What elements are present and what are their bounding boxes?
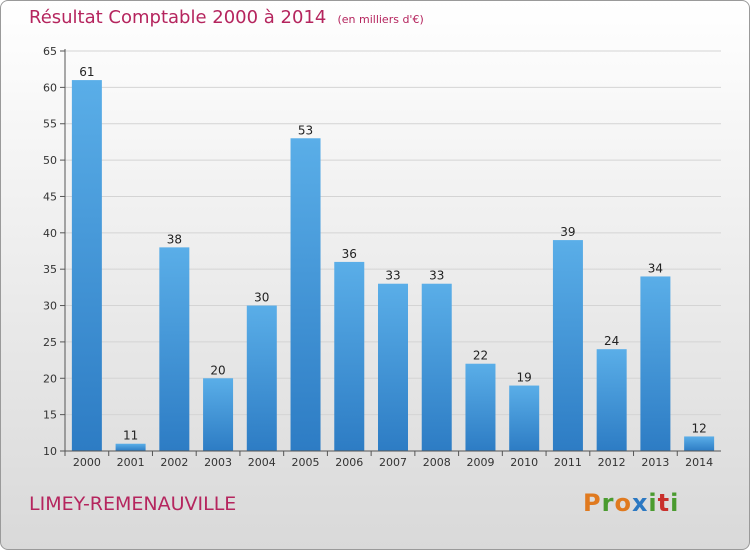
x-tick-label-2013: 2013 <box>641 456 669 469</box>
bar-2001 <box>115 443 146 451</box>
x-tick-label-2007: 2007 <box>379 456 407 469</box>
x-tick-label-2014: 2014 <box>685 456 713 469</box>
y-tick-label: 25 <box>43 336 57 349</box>
bar-2004 <box>246 305 277 451</box>
data-label-2010: 19 <box>517 371 532 385</box>
bar-2005 <box>290 138 321 452</box>
data-label-2012: 24 <box>604 334 619 348</box>
data-label-2008: 33 <box>429 269 444 283</box>
logo-letter: r <box>601 489 615 517</box>
data-label-2007: 33 <box>385 269 400 283</box>
x-tick-label-2006: 2006 <box>335 456 363 469</box>
bar-2012 <box>596 349 627 451</box>
y-tick-label: 35 <box>43 263 57 276</box>
logo-letter: P <box>583 489 602 517</box>
logo-letter: i <box>670 489 680 517</box>
data-label-2002: 38 <box>167 232 182 246</box>
data-label-2013: 34 <box>648 261 663 275</box>
bars: 61 11 38 20 30 53 36 33 33 22 19 39 24 34 12 <box>71 65 715 452</box>
bar-2002 <box>159 247 190 451</box>
data-label-2014: 12 <box>691 421 706 435</box>
x-tick-label-2002: 2002 <box>160 456 188 469</box>
commune-name: LIMEY-REMENAUVILLE <box>29 493 237 515</box>
y-tick-label: 20 <box>43 372 57 385</box>
data-label-2003: 20 <box>210 363 225 377</box>
data-label-2000: 61 <box>79 65 94 79</box>
bar-2000 <box>71 80 102 451</box>
logo-letter: i <box>648 489 658 517</box>
bar-2007 <box>378 283 408 451</box>
x-tick-label-2011: 2011 <box>554 456 582 469</box>
x-tick-label-2010: 2010 <box>510 456 538 469</box>
x-axis: 2000 2001 2002 2003 2004 2005 2006 2007 2008 2009… <box>64 450 721 469</box>
x-tick-label-2008: 2008 <box>423 456 451 469</box>
bar-2009 <box>465 363 496 451</box>
chart-unit-note: (en milliers d'€) <box>337 13 424 26</box>
x-tick-label-2009: 2009 <box>466 456 494 469</box>
x-tick-label-2003: 2003 <box>204 456 232 469</box>
y-axis: 10 15 20 25 30 35 40 45 50 55 60 65 <box>43 45 66 458</box>
bar-2011 <box>552 240 583 451</box>
chart-title: Résultat Comptable 2000 à 2014 (en milli… <box>29 7 424 28</box>
bar-2014 <box>684 436 715 451</box>
bar-2010 <box>509 385 540 451</box>
x-tick-label-2004: 2004 <box>248 456 276 469</box>
y-tick-label: 55 <box>43 118 57 131</box>
x-tick-label-2001: 2001 <box>117 456 145 469</box>
bar-2013 <box>640 276 671 451</box>
y-tick-label: 40 <box>43 227 57 240</box>
y-tick-label: 65 <box>43 45 57 58</box>
proxiti-logo[interactable]: Proxiti <box>583 489 679 517</box>
data-label-2006: 36 <box>342 247 357 261</box>
y-tick-label: 30 <box>43 300 57 313</box>
data-label-2001: 11 <box>123 429 138 443</box>
y-tick-label: 45 <box>43 190 57 203</box>
data-label-2005: 53 <box>298 123 313 137</box>
x-tick-label-2000: 2000 <box>73 456 101 469</box>
y-tick-label: 60 <box>43 81 57 94</box>
y-tick-label: 15 <box>43 409 57 422</box>
data-label-2004: 30 <box>254 291 269 305</box>
y-tick-label: 10 <box>43 445 57 458</box>
data-label-2011: 39 <box>560 225 575 239</box>
logo-letter: o <box>614 489 632 517</box>
logo-letter: t <box>657 489 671 517</box>
chart-title-text: Résultat Comptable 2000 à 2014 <box>29 7 327 28</box>
x-tick-label-2005: 2005 <box>292 456 320 469</box>
x-tick-label-2012: 2012 <box>598 456 626 469</box>
bar-2003 <box>203 378 234 451</box>
bar-2006 <box>334 261 365 451</box>
logo-letter: x <box>631 489 649 517</box>
data-label-2009: 22 <box>473 349 488 363</box>
y-tick-label: 50 <box>43 154 57 167</box>
bar-2008 <box>421 283 452 451</box>
